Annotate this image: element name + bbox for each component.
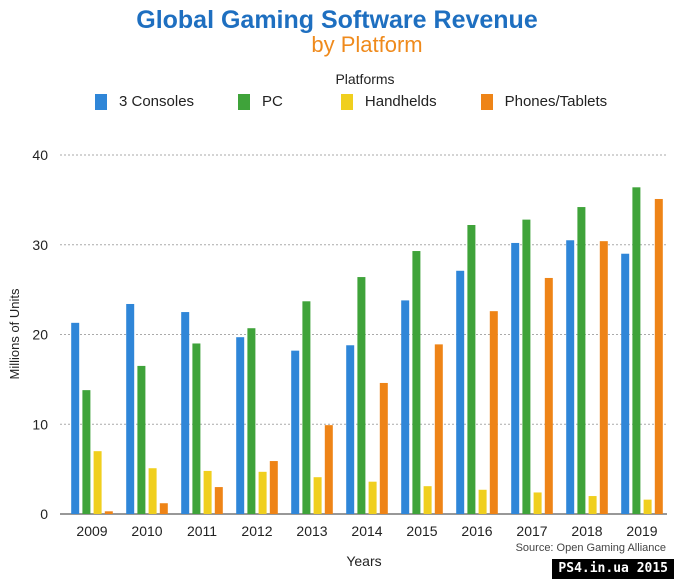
x-tick-label: 2011 xyxy=(187,523,217,539)
bar-3-consoles-2016 xyxy=(456,270,465,514)
x-tick-label: 2017 xyxy=(516,523,547,539)
bar-phones-tablets-2013 xyxy=(324,425,333,514)
x-tick-label: 2009 xyxy=(76,523,107,539)
bar-handhelds-2011 xyxy=(203,470,212,514)
bar-3-consoles-2010 xyxy=(126,303,135,514)
bar-pc-2014 xyxy=(357,277,366,514)
bar-3-consoles-2017 xyxy=(511,242,520,514)
bar-phones-tablets-2018 xyxy=(599,241,608,514)
x-tick-label: 2012 xyxy=(241,523,272,539)
y-tick-label: 30 xyxy=(32,237,48,253)
bar-handhelds-2016 xyxy=(478,489,487,514)
bar-pc-2010 xyxy=(137,365,146,514)
bar-pc-2012 xyxy=(247,328,256,514)
bar-3-consoles-2014 xyxy=(346,345,355,514)
bar-handhelds-2015 xyxy=(423,486,432,514)
legend-swatch xyxy=(95,93,107,110)
bar-3-consoles-2012 xyxy=(236,337,245,514)
legend-item-phones: Phones/Tablets xyxy=(480,93,608,110)
bar-phones-tablets-2016 xyxy=(489,311,498,514)
source-note: Source: Open Gaming Alliance xyxy=(515,542,666,554)
bar-phones-tablets-2012 xyxy=(269,461,278,514)
x-tick-label: 2019 xyxy=(626,523,657,539)
legend-label: PC xyxy=(262,93,283,110)
bar-phones-tablets-2019 xyxy=(654,198,663,515)
bar-handhelds-2017 xyxy=(533,492,542,514)
bar-handhelds-2010 xyxy=(148,468,157,514)
bar-3-consoles-2018 xyxy=(566,240,575,514)
x-axis-label: Years xyxy=(346,553,381,569)
x-tick-label: 2013 xyxy=(296,523,327,539)
legend-swatch xyxy=(340,93,353,110)
y-axis-label: Millions of Units xyxy=(7,288,22,380)
bar-handhelds-2012 xyxy=(258,471,267,514)
legend-label: Handhelds xyxy=(364,93,437,110)
legend-item-handhelds: Handhelds xyxy=(340,93,437,110)
bar-pc-2015 xyxy=(412,251,421,514)
bar-pc-2018 xyxy=(577,207,586,514)
bar-handhelds-2013 xyxy=(313,477,322,514)
y-tick-label: 10 xyxy=(32,416,48,432)
bar-pc-2013 xyxy=(302,301,311,514)
bar-pc-2019 xyxy=(632,187,641,514)
bar-phones-tablets-2017 xyxy=(544,277,553,514)
chart-title: Global Gaming Software Revenue xyxy=(136,6,538,34)
bar-3-consoles-2011 xyxy=(181,312,190,514)
bar-handhelds-2018 xyxy=(588,496,597,514)
bar-3-consoles-2013 xyxy=(291,350,300,514)
x-tick-label: 2010 xyxy=(131,523,162,539)
watermark: PS4.in.ua 2015 xyxy=(552,559,674,579)
bar-handhelds-2019 xyxy=(643,499,652,514)
bar-3-consoles-2009 xyxy=(71,322,80,514)
bar-phones-tablets-2015 xyxy=(434,344,443,514)
bar-phones-tablets-2010 xyxy=(159,503,168,514)
x-tick-label: 2016 xyxy=(461,523,492,539)
bar-pc-2011 xyxy=(192,343,201,514)
bar-phones-tablets-2014 xyxy=(379,382,388,514)
legend-label: Phones/Tablets xyxy=(504,93,608,110)
bar-3-consoles-2019 xyxy=(621,253,630,514)
bar-phones-tablets-2011 xyxy=(214,487,223,514)
legend-swatch xyxy=(480,93,493,110)
bar-pc-2009 xyxy=(82,390,91,514)
bar-phones-tablets-2009 xyxy=(104,511,113,514)
bar-handhelds-2014 xyxy=(368,481,377,514)
y-tick-label: 20 xyxy=(32,327,48,343)
legend-item-consoles: 3 Consoles xyxy=(95,93,194,110)
x-tick-label: 2014 xyxy=(351,523,382,539)
legend-title: Platforms xyxy=(335,71,395,87)
legend-label: 3 Consoles xyxy=(119,93,195,110)
x-tick-label: 2018 xyxy=(571,523,602,539)
legend: 3 Consoles PC Handhelds Phones/Tablets xyxy=(95,93,651,110)
x-tick-label: 2015 xyxy=(406,523,437,539)
y-tick-label: 0 xyxy=(40,506,48,522)
chart-subtitle: by Platform xyxy=(311,32,423,57)
legend-item-pc: PC xyxy=(238,93,283,110)
y-tick-label: 40 xyxy=(32,147,48,163)
bar-pc-2016 xyxy=(467,225,476,514)
bar-handhelds-2009 xyxy=(93,451,102,514)
bar-3-consoles-2015 xyxy=(401,300,410,514)
bar-pc-2017 xyxy=(522,219,531,514)
legend-swatch xyxy=(238,93,251,110)
